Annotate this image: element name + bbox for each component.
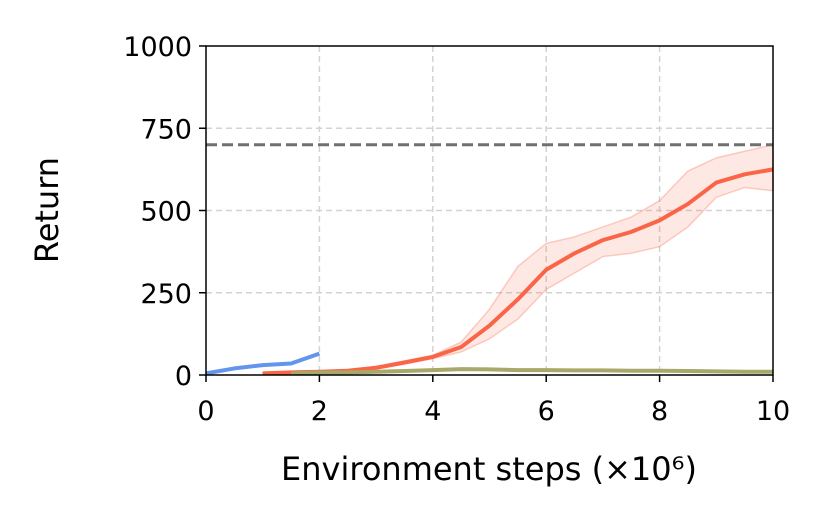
x-tick-label: 6 <box>538 396 555 427</box>
y-tick-label: 500 <box>140 197 192 228</box>
y-tick-label: 750 <box>140 114 192 145</box>
line <box>290 367 773 376</box>
plot-frame <box>205 45 774 376</box>
x-tick-label: 2 <box>311 396 328 427</box>
x-tick-label: 0 <box>197 396 214 427</box>
x-tick-label: 10 <box>756 396 790 427</box>
y-tick-label: 250 <box>140 279 192 310</box>
line <box>205 351 321 376</box>
y-axis-label: Return <box>28 157 66 263</box>
band <box>261 143 774 375</box>
x-axis-label: Environment steps (×10⁶) <box>281 450 697 488</box>
x-tick-label: 4 <box>424 396 441 427</box>
x-tick-label: 8 <box>651 396 668 427</box>
y-tick-label: 1000 <box>123 32 192 63</box>
y-tick-label: 0 <box>175 361 192 392</box>
